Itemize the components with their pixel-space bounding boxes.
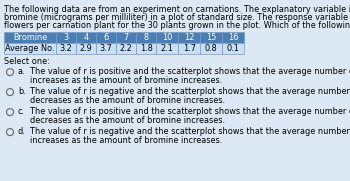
- Text: The value of r is negative and the scatterplot shows that the average number of : The value of r is negative and the scatt…: [30, 127, 350, 136]
- Text: 16: 16: [228, 33, 238, 42]
- Bar: [116, 32, 136, 43]
- Bar: [96, 32, 116, 43]
- Text: 3.7: 3.7: [100, 44, 112, 53]
- Text: 2.1: 2.1: [161, 44, 174, 53]
- Bar: [156, 32, 178, 43]
- Text: increases as the amount of bromine increases.: increases as the amount of bromine incre…: [30, 136, 222, 145]
- Bar: [178, 32, 200, 43]
- Text: 8: 8: [144, 33, 148, 42]
- Bar: [76, 32, 96, 43]
- Text: 2.9: 2.9: [80, 44, 92, 53]
- Bar: [96, 43, 116, 54]
- Bar: [178, 43, 200, 54]
- Text: 3.2: 3.2: [60, 44, 72, 53]
- Text: Bromine: Bromine: [13, 33, 47, 42]
- Bar: [76, 43, 96, 54]
- Bar: [4, 32, 56, 43]
- Text: bromine (micrograms per milliliter) in a plot of standard size. The response var: bromine (micrograms per milliliter) in a…: [4, 13, 350, 22]
- Text: 3: 3: [63, 33, 69, 42]
- Text: increases as the amount of bromine increases.: increases as the amount of bromine incre…: [30, 76, 222, 85]
- Bar: [156, 43, 178, 54]
- Text: The value of r is negative and the scatterplot shows that the average number of : The value of r is negative and the scatt…: [30, 87, 350, 96]
- Text: 7: 7: [124, 33, 128, 42]
- Text: b.: b.: [18, 87, 26, 96]
- Bar: [56, 43, 76, 54]
- Text: The value of r is positive and the scatterplot shows that the average number of : The value of r is positive and the scatt…: [30, 68, 350, 77]
- Text: decreases as the amount of bromine increases.: decreases as the amount of bromine incre…: [30, 116, 225, 125]
- Text: Select one:: Select one:: [4, 57, 50, 66]
- Text: 0.1: 0.1: [226, 44, 239, 53]
- Text: flowers per carnation plant for the 30 plants grown in the plot. Which of the fo: flowers per carnation plant for the 30 p…: [4, 21, 350, 30]
- Bar: [56, 32, 76, 43]
- Text: 6: 6: [103, 33, 108, 42]
- Bar: [136, 43, 156, 54]
- Bar: [200, 32, 222, 43]
- Text: 2.2: 2.2: [120, 44, 132, 53]
- Bar: [136, 32, 156, 43]
- Text: 1.7: 1.7: [183, 44, 195, 53]
- Text: 12: 12: [184, 33, 194, 42]
- Text: 10: 10: [162, 33, 172, 42]
- Text: 15: 15: [206, 33, 216, 42]
- Text: a.: a.: [18, 68, 26, 77]
- Bar: [116, 43, 136, 54]
- Bar: [200, 43, 222, 54]
- Text: The value of r is positive and the scatterplot shows that the average number of : The value of r is positive and the scatt…: [30, 108, 350, 117]
- Bar: [222, 32, 244, 43]
- Text: The following data are from an experiment on carnations. The explanatory variabl: The following data are from an experimen…: [4, 5, 350, 14]
- Text: 4: 4: [83, 33, 89, 42]
- Text: Average No.: Average No.: [5, 44, 55, 53]
- Text: c.: c.: [18, 108, 25, 117]
- Text: decreases as the amount of bromine increases.: decreases as the amount of bromine incre…: [30, 96, 225, 105]
- Text: d.: d.: [18, 127, 26, 136]
- Text: 1.8: 1.8: [140, 44, 153, 53]
- Text: 0.8: 0.8: [205, 44, 217, 53]
- Bar: [4, 43, 56, 54]
- Bar: [222, 43, 244, 54]
